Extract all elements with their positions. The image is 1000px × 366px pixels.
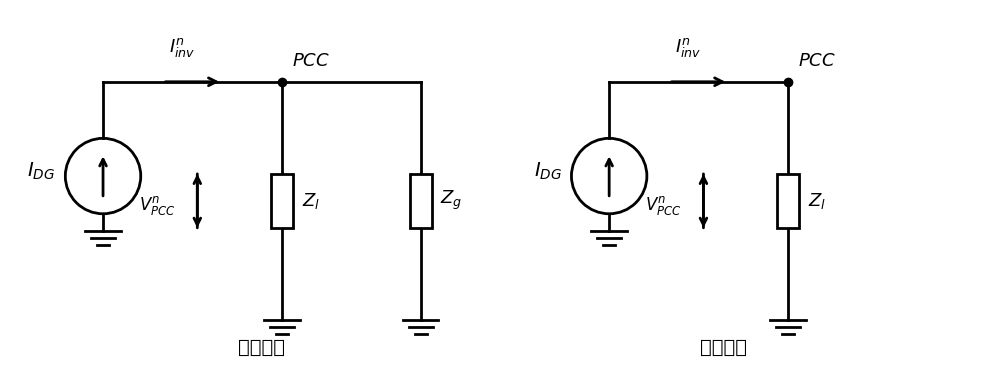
Text: $I_{inv}^{n}$: $I_{inv}^{n}$ <box>675 37 702 60</box>
Bar <box>410 173 432 228</box>
Bar <box>271 173 293 228</box>
Bar <box>777 173 799 228</box>
Text: $Z_l$: $Z_l$ <box>808 191 826 211</box>
Text: 并网运行: 并网运行 <box>238 338 285 357</box>
Text: $Z_l$: $Z_l$ <box>302 191 320 211</box>
Text: $I_{DG}$: $I_{DG}$ <box>27 160 56 182</box>
Text: $V_{PCC}^{n}$: $V_{PCC}^{n}$ <box>139 194 175 217</box>
Text: $I_{inv}^{n}$: $I_{inv}^{n}$ <box>169 37 196 60</box>
Text: $I_{DG}$: $I_{DG}$ <box>534 160 562 182</box>
Text: $V_{PCC}^{n}$: $V_{PCC}^{n}$ <box>645 194 682 217</box>
Text: 孤岛运行: 孤岛运行 <box>700 338 747 357</box>
Text: $Z_g$: $Z_g$ <box>440 189 463 213</box>
Text: $PCC$: $PCC$ <box>292 52 330 70</box>
Text: $PCC$: $PCC$ <box>798 52 836 70</box>
